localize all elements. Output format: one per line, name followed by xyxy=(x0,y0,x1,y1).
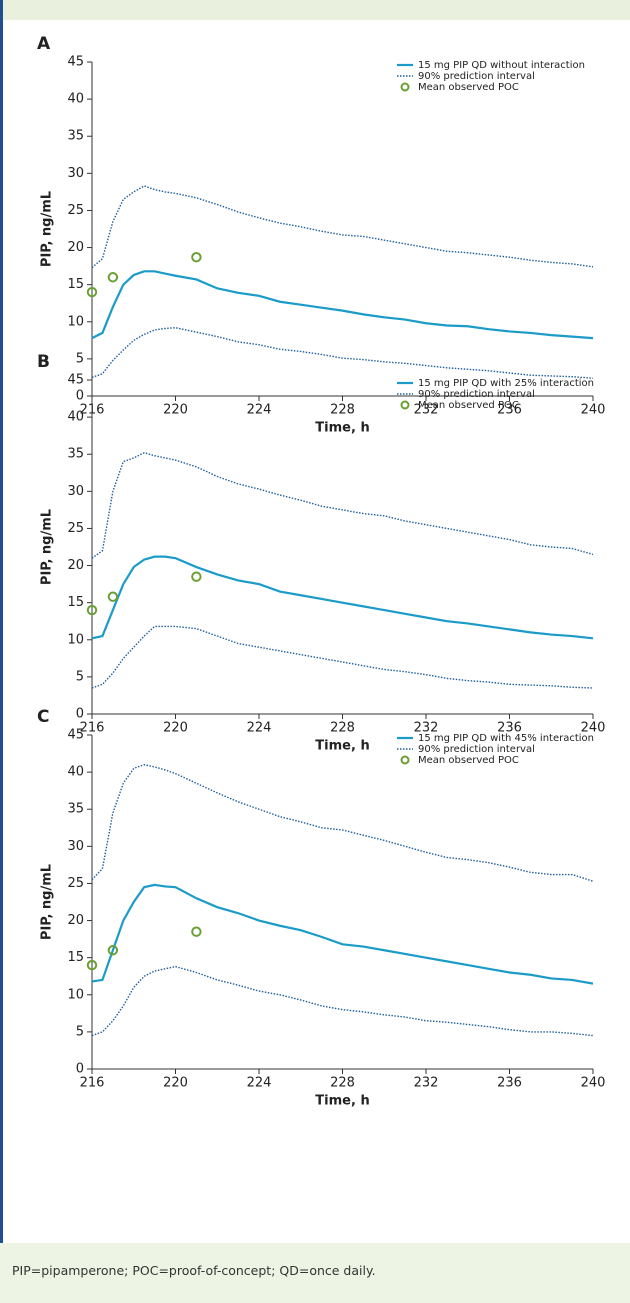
y-tick-label: 0 xyxy=(76,1062,84,1077)
observed-point xyxy=(107,591,119,602)
observed-point xyxy=(107,272,119,283)
y-tick-label: 25 xyxy=(67,521,84,536)
x-tick-label: 228 xyxy=(330,721,355,736)
legend-label: 15 mg PIP QD with 25% interaction xyxy=(418,378,594,389)
x-tick-label: 240 xyxy=(581,721,606,736)
x-tick-label: 240 xyxy=(581,403,606,418)
x-tick-label: 224 xyxy=(247,403,272,418)
y-tick-label: 0 xyxy=(76,389,84,404)
legend-swatch xyxy=(400,82,410,92)
x-tick-label: 232 xyxy=(414,721,439,736)
observed-point xyxy=(191,252,202,263)
y-tick-label: 5 xyxy=(76,1024,84,1039)
y-tick-label: 20 xyxy=(67,240,84,255)
legend-label: Mean observed POC xyxy=(418,82,519,93)
legend-swatch xyxy=(400,755,410,765)
legend-label: Mean observed POC xyxy=(418,400,519,411)
observed-point xyxy=(107,945,119,956)
y-tick-label: 45 xyxy=(67,373,84,388)
x-tick-label: 236 xyxy=(497,1076,522,1091)
observed-point xyxy=(191,926,202,937)
x-tick-label: 240 xyxy=(581,1076,606,1091)
x-axis-title: Time, h xyxy=(315,421,369,436)
caption: PIP=pipamperone; POC=proof-of-concept; Q… xyxy=(0,1243,630,1303)
y-tick-label: 10 xyxy=(67,314,84,329)
top-band xyxy=(0,0,630,20)
y-tick-label: 45 xyxy=(67,728,84,743)
x-tick-label: 232 xyxy=(414,1076,439,1091)
x-tick-label: 224 xyxy=(247,1076,272,1091)
y-tick-label: 10 xyxy=(67,632,84,647)
x-tick-label: 216 xyxy=(80,721,105,736)
lower-bound-line xyxy=(91,965,594,1037)
panel-label: A xyxy=(37,34,51,54)
x-tick-label: 232 xyxy=(414,403,439,418)
observed-point xyxy=(86,286,98,298)
upper-bound-line xyxy=(91,451,594,559)
x-tick-label: 224 xyxy=(247,721,272,736)
legend-swatch xyxy=(400,400,410,410)
y-tick-label: 20 xyxy=(67,558,84,573)
panel-label: C xyxy=(37,707,49,727)
x-tick-label: 220 xyxy=(163,403,188,418)
x-tick-label: 236 xyxy=(497,403,522,418)
y-tick-label: 35 xyxy=(67,802,84,817)
x-tick-label: 236 xyxy=(497,721,522,736)
y-tick-label: 25 xyxy=(67,876,84,891)
legend-label: Mean observed POC xyxy=(418,755,519,766)
line xyxy=(91,270,594,340)
y-tick-label: 15 xyxy=(67,950,84,965)
y-tick-label: 30 xyxy=(67,839,84,854)
lower-bound-line xyxy=(91,625,594,689)
observed-point xyxy=(86,959,98,971)
y-tick-label: 35 xyxy=(67,129,84,144)
y-tick-label: 5 xyxy=(76,669,84,684)
upper-bound-line xyxy=(91,185,594,269)
y-tick-label: 20 xyxy=(67,913,84,928)
y-axis-title: PIP, ng/mL xyxy=(40,864,55,940)
y-tick-label: 15 xyxy=(67,277,84,292)
upper-bound-line xyxy=(91,763,594,882)
lower-bound-line xyxy=(91,327,594,379)
x-tick-label: 220 xyxy=(163,721,188,736)
y-axis-title: PIP, ng/mL xyxy=(40,191,55,267)
x-axis-title: Time, h xyxy=(315,739,369,754)
y-tick-label: 5 xyxy=(76,351,84,366)
x-tick-label: 220 xyxy=(163,1076,188,1091)
observed-point xyxy=(191,571,202,582)
legend-label: 15 mg PIP QD without interaction xyxy=(418,60,585,71)
left-rule xyxy=(0,0,3,1243)
y-tick-label: 30 xyxy=(67,484,84,499)
y-tick-label: 40 xyxy=(67,92,84,107)
y-tick-label: 45 xyxy=(67,55,84,70)
legend-label: 90% prediction interval xyxy=(418,71,535,82)
line xyxy=(91,883,594,985)
legend-label: 90% prediction interval xyxy=(418,744,535,755)
y-tick-label: 0 xyxy=(76,707,84,722)
legend-label: 90% prediction interval xyxy=(418,389,535,400)
y-tick-label: 35 xyxy=(67,447,84,462)
observed-point xyxy=(86,604,98,616)
y-tick-label: 25 xyxy=(67,203,84,218)
y-tick-label: 10 xyxy=(67,987,84,1002)
line xyxy=(91,555,594,640)
y-tick-label: 40 xyxy=(67,765,84,780)
x-tick-label: 216 xyxy=(80,1076,105,1091)
y-tick-label: 40 xyxy=(67,410,84,425)
x-tick-label: 228 xyxy=(330,403,355,418)
x-axis-title: Time, h xyxy=(315,1094,369,1109)
y-axis-title: PIP, ng/mL xyxy=(40,509,55,585)
y-tick-label: 15 xyxy=(67,595,84,610)
legend-label: 15 mg PIP QD with 45% interaction xyxy=(418,733,594,744)
y-tick-label: 30 xyxy=(67,166,84,181)
panel-label: B xyxy=(37,352,50,372)
x-tick-label: 228 xyxy=(330,1076,355,1091)
